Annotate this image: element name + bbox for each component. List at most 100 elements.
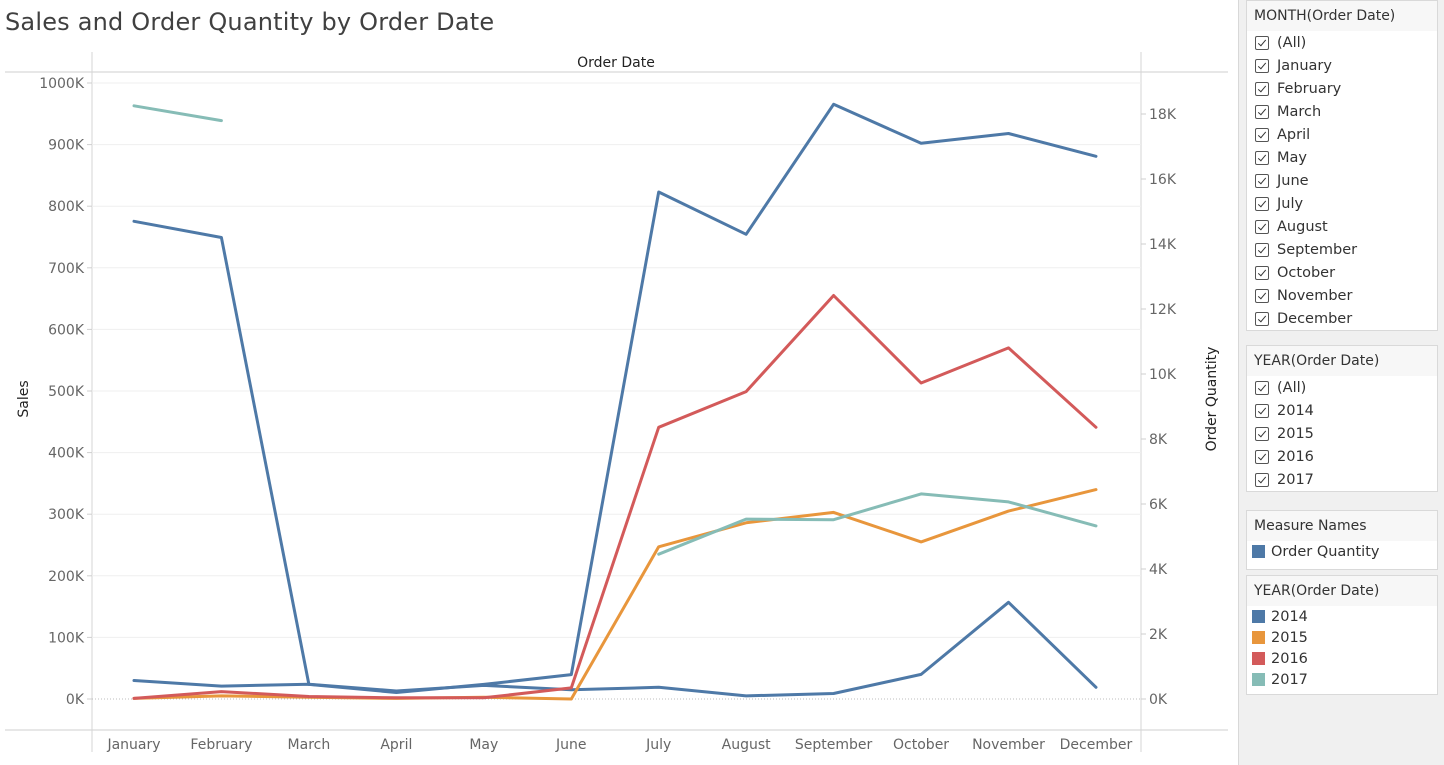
- filter-label: February: [1277, 80, 1342, 97]
- filter-label: March: [1277, 103, 1322, 120]
- y2-tick-label: 14K: [1149, 237, 1177, 253]
- year-legend-item: 2016: [1247, 648, 1437, 669]
- checkbox-checked-icon[interactable]: [1255, 58, 1269, 73]
- y-tick-label: 400K: [48, 446, 85, 462]
- month-filter-item-august[interactable]: August: [1247, 215, 1437, 238]
- filter-label: October: [1277, 264, 1336, 281]
- month-filter-item-january[interactable]: January: [1247, 54, 1437, 77]
- x-tick-label: December: [1060, 737, 1133, 753]
- year-filter-item-2014[interactable]: 2014: [1247, 399, 1437, 422]
- year-filter-list: (All) 2014 2015 2016 2017: [1247, 376, 1437, 491]
- legend-swatch: [1252, 673, 1265, 686]
- year-filter-item-2016[interactable]: 2016: [1247, 445, 1437, 468]
- month-filter-item-december[interactable]: December: [1247, 307, 1437, 330]
- checkbox-checked-icon[interactable]: [1255, 35, 1269, 50]
- checkbox-checked-icon[interactable]: [1255, 380, 1269, 395]
- month-filter-item-february[interactable]: February: [1247, 77, 1437, 100]
- series-line-2014: [132, 600, 1098, 698]
- measure-legend-title: Measure Names: [1247, 511, 1437, 541]
- x-tick-label: October: [893, 737, 949, 753]
- year-filter-item-2015[interactable]: 2015: [1247, 422, 1437, 445]
- x-tick-label: September: [795, 737, 873, 753]
- checkbox-checked-icon[interactable]: [1255, 173, 1269, 188]
- filter-label: 2017: [1277, 471, 1314, 488]
- checkbox-checked-icon[interactable]: [1255, 196, 1269, 211]
- checkbox-checked-icon[interactable]: [1255, 219, 1269, 234]
- month-filter-list: (All) January February March April May June Jul…: [1247, 31, 1437, 330]
- month-filter-item-july[interactable]: July: [1247, 192, 1437, 215]
- legend-label: 2014: [1271, 608, 1308, 625]
- y2-tick-label: 6K: [1149, 497, 1168, 513]
- y-tick-label: 600K: [48, 322, 85, 338]
- month-filter-card: MONTH(Order Date) (All) January February Ma…: [1246, 0, 1438, 331]
- year-filter-item-all[interactable]: (All): [1247, 376, 1437, 399]
- y2-tick-label: 18K: [1149, 107, 1177, 123]
- y-tick-label: 700K: [48, 261, 85, 277]
- filter-label: 2014: [1277, 402, 1314, 419]
- x-tick-label: May: [469, 737, 498, 753]
- month-filter-title: MONTH(Order Date): [1247, 1, 1437, 31]
- series-line-2017: [132, 104, 223, 123]
- checkbox-checked-icon[interactable]: [1255, 288, 1269, 303]
- checkbox-checked-icon[interactable]: [1255, 449, 1269, 464]
- y-axis-title: Sales: [16, 380, 32, 417]
- y2-tick-label: 12K: [1149, 302, 1177, 318]
- y2-tick-label: 4K: [1149, 562, 1168, 578]
- legend-label: 2017: [1271, 671, 1308, 688]
- x-tick-label: March: [288, 737, 331, 753]
- measure-legend-card: Measure Names Order Quantity: [1246, 510, 1438, 570]
- year-filter-title: YEAR(Order Date): [1247, 346, 1437, 376]
- y-tick-label: 800K: [48, 199, 85, 215]
- x-tick-label: July: [645, 737, 671, 753]
- legend-swatch: [1252, 610, 1265, 623]
- filter-label: September: [1277, 241, 1358, 258]
- month-filter-item-september[interactable]: September: [1247, 238, 1437, 261]
- checkbox-checked-icon[interactable]: [1255, 265, 1269, 280]
- checkbox-checked-icon[interactable]: [1255, 403, 1269, 418]
- month-filter-item-april[interactable]: April: [1247, 123, 1437, 146]
- legend-swatch: [1252, 631, 1265, 644]
- filter-label: January: [1277, 57, 1332, 74]
- filter-label: August: [1277, 218, 1328, 235]
- year-filter-card: YEAR(Order Date) (All) 2014 2015 2016 2017: [1246, 345, 1438, 492]
- legend-label: 2015: [1271, 629, 1308, 646]
- checkbox-checked-icon[interactable]: [1255, 81, 1269, 96]
- checkbox-checked-icon[interactable]: [1255, 150, 1269, 165]
- month-filter-item-all[interactable]: (All): [1247, 31, 1437, 54]
- filter-label: May: [1277, 149, 1307, 166]
- y-tick-label: 300K: [48, 507, 85, 523]
- y2-axis-title: Order Quantity: [1204, 347, 1220, 452]
- y2-tick-label: 0K: [1149, 692, 1168, 708]
- filter-label: November: [1277, 287, 1353, 304]
- chart-title: Sales and Order Quantity by Order Date: [5, 8, 495, 36]
- month-filter-item-october[interactable]: October: [1247, 261, 1437, 284]
- year-legend-item: 2014: [1247, 606, 1437, 627]
- checkbox-checked-icon[interactable]: [1255, 311, 1269, 326]
- month-filter-item-march[interactable]: March: [1247, 100, 1437, 123]
- x-tick-label: January: [106, 737, 160, 753]
- checkbox-checked-icon[interactable]: [1255, 472, 1269, 487]
- filter-label: December: [1277, 310, 1353, 327]
- checkbox-checked-icon[interactable]: [1255, 242, 1269, 257]
- y-tick-label: 100K: [48, 630, 85, 646]
- checkbox-checked-icon[interactable]: [1255, 104, 1269, 119]
- checkbox-checked-icon[interactable]: [1255, 127, 1269, 142]
- checkbox-checked-icon[interactable]: [1255, 426, 1269, 441]
- month-filter-item-june[interactable]: June: [1247, 169, 1437, 192]
- month-filter-item-november[interactable]: November: [1247, 284, 1437, 307]
- y-tick-label: 200K: [48, 569, 85, 585]
- y2-tick-label: 2K: [1149, 627, 1168, 643]
- measure-legend-list: Order Quantity: [1247, 541, 1437, 562]
- month-filter-item-may[interactable]: May: [1247, 146, 1437, 169]
- year-filter-item-2017[interactable]: 2017: [1247, 468, 1437, 491]
- y2-tick-label: 16K: [1149, 172, 1177, 188]
- year-color-legend-card: YEAR(Order Date) 2014 2015 2016 2017: [1246, 575, 1438, 695]
- x-tick-label: April: [380, 737, 412, 753]
- y-tick-label: 1000K: [39, 76, 85, 92]
- line-chart: 0K 100K 200K 300K 400K 500K 600K 700K 800K 900K 10…: [5, 52, 1228, 753]
- y-tick-label: 500K: [48, 384, 85, 400]
- series-line-order-quantity: [132, 102, 1098, 694]
- x-tick-label: August: [722, 737, 772, 753]
- y-tick-label: 900K: [48, 138, 85, 154]
- legend-swatch: [1252, 545, 1265, 558]
